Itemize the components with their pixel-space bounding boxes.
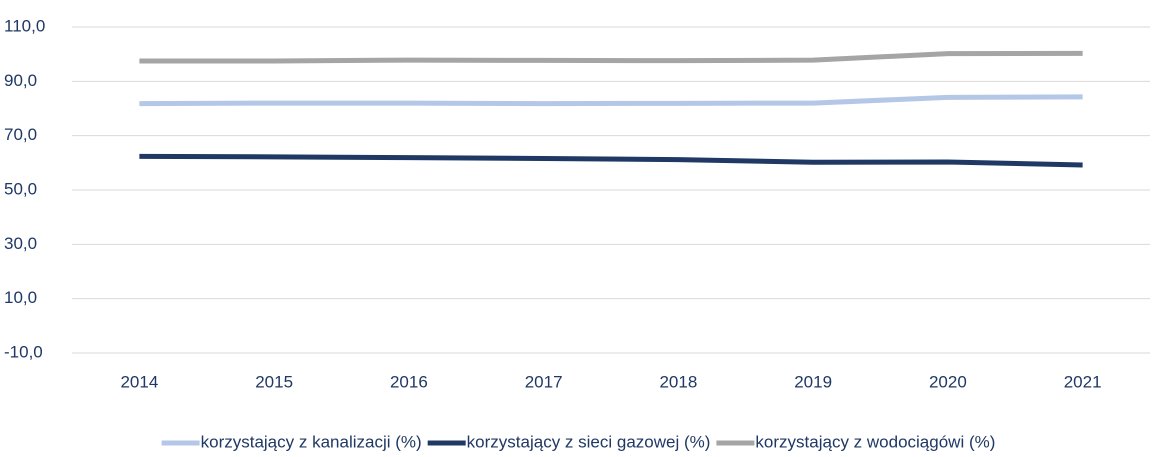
- x-tick-label: 2021: [1064, 372, 1102, 391]
- y-tick-label: 50,0: [4, 179, 37, 198]
- x-tick-label: 2014: [120, 372, 158, 391]
- x-tick-label: 2020: [929, 372, 967, 391]
- x-tick-label: 2015: [255, 372, 293, 391]
- legend-label: korzystający z sieci gazowej (%): [467, 432, 711, 451]
- series-line: [139, 94, 1083, 107]
- y-tick-label: 30,0: [4, 234, 37, 253]
- y-tick-label: 110,0: [4, 16, 45, 35]
- legend: korzystający z kanalizacji (%) korzystają…: [161, 432, 995, 451]
- x-tick-label: 2018: [659, 372, 697, 391]
- legend-label: korzystający z kanalizacji (%): [201, 432, 422, 451]
- series-line: [139, 153, 1083, 168]
- y-tick-label: 10,0: [4, 288, 37, 307]
- legend-label: korzystający z wodociągówi (%): [755, 432, 995, 451]
- x-tick-label: 2019: [794, 372, 832, 391]
- series-line: [139, 50, 1083, 64]
- y-tick-label: 70,0: [4, 125, 37, 144]
- x-tick-label: 2017: [525, 372, 563, 391]
- y-tick-label: -10,0: [4, 342, 43, 361]
- x-tick-label: 2016: [390, 372, 428, 391]
- y-tick-label: 90,0: [4, 71, 37, 90]
